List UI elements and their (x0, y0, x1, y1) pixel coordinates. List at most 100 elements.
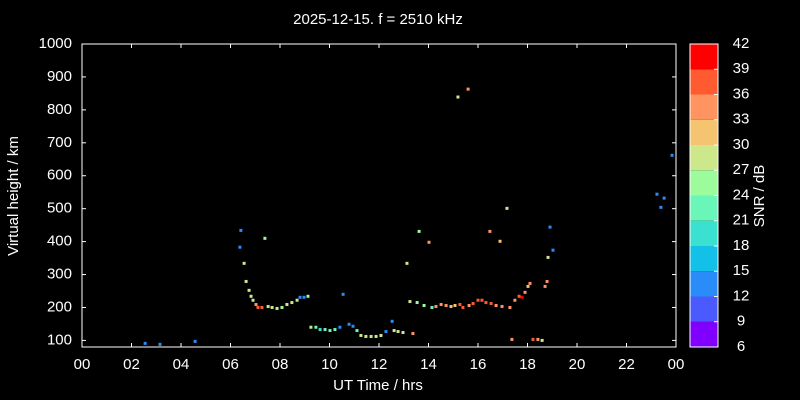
data-point (540, 338, 544, 342)
data-point (528, 281, 532, 285)
data-point (510, 337, 514, 341)
colorbar-tick-label: 39 (733, 60, 750, 77)
x-axis-label: UT Time / hrs (333, 377, 423, 394)
data-point (505, 206, 509, 210)
colorbar-swatch (690, 170, 718, 196)
data-point (364, 334, 368, 338)
colorbar-tick-label: 6 (737, 338, 745, 355)
data-point (328, 329, 332, 333)
colorbar-swatch (690, 220, 718, 246)
data-point (461, 305, 465, 309)
data-point (270, 305, 274, 309)
data-point (488, 229, 492, 233)
data-point (275, 306, 279, 310)
colorbar-swatch (690, 44, 718, 70)
data-point (244, 279, 248, 283)
data-point (449, 304, 453, 308)
data-point (526, 284, 530, 288)
y-tick-label: 700 (47, 134, 72, 151)
data-point (351, 324, 355, 328)
data-point (531, 337, 535, 341)
data-point (341, 292, 345, 296)
data-point (306, 294, 310, 298)
x-tick-label: 00 (668, 356, 685, 373)
data-point (392, 329, 396, 333)
colorbar-swatch (690, 271, 718, 297)
colorbar-swatch (690, 195, 718, 221)
data-point (444, 304, 448, 308)
x-tick-label: 02 (123, 356, 140, 373)
data-point (659, 205, 663, 209)
data-point (456, 95, 460, 99)
data-point (347, 322, 351, 326)
colorbar-swatch (690, 119, 718, 145)
data-point (309, 325, 313, 329)
x-tick-label: 04 (173, 356, 190, 373)
data-point (417, 229, 421, 233)
colorbar-tick-label: 18 (733, 237, 750, 254)
colorbar-tick-label: 30 (733, 136, 750, 153)
data-point (369, 334, 373, 338)
data-point (405, 261, 409, 265)
data-point (513, 298, 517, 302)
colorbar-tick-label: 27 (733, 161, 750, 178)
data-point (500, 304, 504, 308)
data-point (670, 153, 674, 157)
data-point (546, 255, 550, 259)
data-point (476, 298, 480, 302)
data-point (401, 331, 405, 335)
data-point (314, 325, 318, 329)
data-point (536, 337, 540, 341)
data-point (415, 301, 419, 305)
y-tick-label: 300 (47, 266, 72, 283)
data-point (251, 298, 255, 302)
data-point (396, 330, 400, 334)
data-point (543, 284, 547, 288)
data-point (489, 302, 493, 306)
data-point (238, 245, 242, 249)
plot-frame (81, 43, 677, 348)
data-point (374, 334, 378, 338)
data-point (260, 305, 264, 309)
x-tick-label: 00 (74, 356, 91, 373)
data-point (239, 228, 243, 232)
chart-title: 2025-12-15. f = 2510 kHz (293, 11, 463, 28)
data-point (545, 279, 549, 283)
x-tick-label: 06 (222, 356, 239, 373)
colorbar-tick-label: 9 (737, 313, 745, 330)
y-tick-label: 100 (47, 331, 72, 348)
data-point (655, 192, 659, 196)
x-tick-label: 22 (618, 356, 635, 373)
data-point (280, 305, 284, 309)
data-point (520, 295, 524, 299)
data-point (242, 261, 246, 265)
data-point (434, 304, 438, 308)
y-tick-label: 200 (47, 298, 72, 315)
colorbar-swatch (690, 321, 718, 347)
data-point (390, 319, 394, 323)
data-point (359, 333, 363, 337)
x-tick-label: 16 (470, 356, 487, 373)
colorbar-swatch (690, 296, 718, 322)
data-point (143, 341, 147, 345)
data-point (298, 295, 302, 299)
y-tick-label: 600 (47, 167, 72, 184)
colorbar-tick-label: 21 (733, 212, 750, 229)
data-point (318, 328, 322, 332)
data-point (338, 325, 342, 329)
colorbar-swatch (690, 69, 718, 95)
data-point (430, 305, 434, 309)
data-point (427, 240, 431, 244)
data-point (508, 305, 512, 309)
data-point (295, 298, 299, 302)
x-tick-label: 14 (420, 356, 437, 373)
data-point (263, 236, 267, 240)
data-point (458, 303, 462, 307)
y-tick-label: 400 (47, 233, 72, 250)
data-point (193, 339, 197, 343)
colorbar-swatch (690, 145, 718, 171)
data-point (290, 301, 294, 305)
data-point (551, 248, 555, 252)
colorbar-tick-label: 42 (733, 35, 750, 52)
